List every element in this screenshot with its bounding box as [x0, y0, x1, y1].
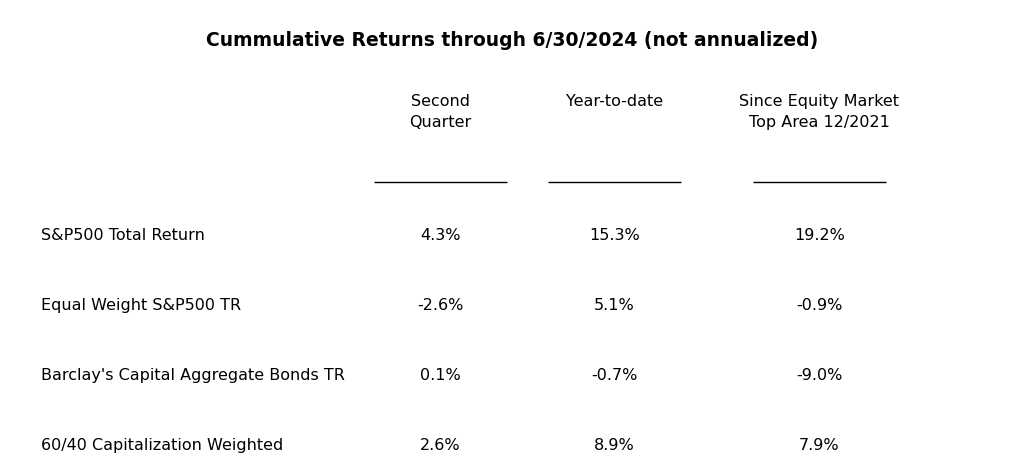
- Text: Year-to-date: Year-to-date: [566, 94, 663, 110]
- Text: 2.6%: 2.6%: [420, 438, 461, 453]
- Text: Equal Weight S&P500 TR: Equal Weight S&P500 TR: [41, 298, 241, 313]
- Text: 15.3%: 15.3%: [589, 228, 640, 244]
- Text: Cummulative Returns through 6/30/2024 (not annualized): Cummulative Returns through 6/30/2024 (n…: [206, 31, 818, 50]
- Text: -9.0%: -9.0%: [796, 368, 843, 383]
- Text: 0.1%: 0.1%: [420, 368, 461, 383]
- Text: 5.1%: 5.1%: [594, 298, 635, 313]
- Text: 60/40 Capitalization Weighted: 60/40 Capitalization Weighted: [41, 438, 284, 453]
- Text: 7.9%: 7.9%: [799, 438, 840, 453]
- Text: -0.7%: -0.7%: [591, 368, 638, 383]
- Text: S&P500 Total Return: S&P500 Total Return: [41, 228, 205, 244]
- Text: Second
Quarter: Second Quarter: [410, 94, 471, 130]
- Text: Barclay's Capital Aggregate Bonds TR: Barclay's Capital Aggregate Bonds TR: [41, 368, 345, 383]
- Text: 8.9%: 8.9%: [594, 438, 635, 453]
- Text: -0.9%: -0.9%: [796, 298, 843, 313]
- Text: 19.2%: 19.2%: [794, 228, 845, 244]
- Text: 4.3%: 4.3%: [420, 228, 461, 244]
- Text: Since Equity Market
Top Area 12/2021: Since Equity Market Top Area 12/2021: [739, 94, 899, 130]
- Text: -2.6%: -2.6%: [417, 298, 464, 313]
